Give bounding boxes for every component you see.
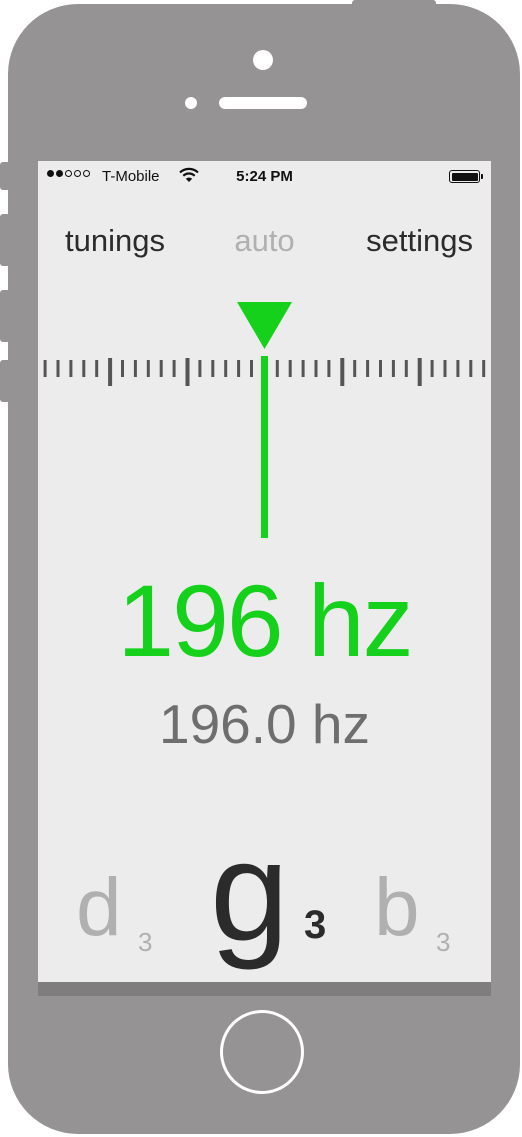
signal-strength-icon (47, 170, 90, 177)
meter-minor-tick (430, 360, 434, 377)
carrier-name: T-Mobile (102, 168, 160, 185)
meter-minor-tick (43, 360, 47, 377)
home-button[interactable] (220, 1010, 304, 1094)
meter-minor-tick (56, 360, 60, 377)
meter-minor-tick (288, 360, 292, 377)
battery-tip (481, 174, 483, 179)
volume-up-button[interactable] (0, 214, 10, 266)
precise-frequency: 196.0 hz (158, 693, 370, 755)
earpiece-speaker (219, 97, 307, 109)
settings-button[interactable]: settings (366, 223, 473, 258)
meter-major-tick (185, 358, 190, 386)
meter-minor-tick (353, 360, 357, 377)
meter-minor-tick (82, 360, 86, 377)
meter-major-tick (340, 358, 345, 386)
meter-minor-tick (198, 360, 202, 377)
auto-label: auto (234, 223, 295, 258)
meter-major-tick (108, 358, 113, 386)
detected-frequency: 196 hz (117, 564, 413, 678)
meter-minor-tick (69, 360, 73, 377)
meter-minor-tick (301, 360, 305, 377)
meter-minor-tick (379, 360, 382, 377)
screen-bottom-shadow (38, 982, 491, 996)
next-note-octave: 3 (436, 927, 451, 957)
meter-minor-tick (314, 360, 318, 377)
volume-down-button[interactable] (0, 290, 10, 342)
pointer-triangle-icon (237, 302, 292, 349)
battery-icon (449, 170, 480, 183)
front-camera (253, 50, 273, 70)
meter-minor-tick (456, 360, 460, 377)
current-note-octave: 3 (304, 903, 327, 947)
auto-button[interactable]: auto (38, 223, 491, 259)
app-screen: T-Mobile 5:24 PM tunings auto settings 1… (38, 161, 491, 982)
meter-minor-tick (391, 360, 395, 377)
meter-minor-tick (224, 360, 228, 377)
meter-minor-tick (146, 360, 150, 377)
meter-minor-tick (250, 360, 253, 377)
meter-minor-tick (275, 360, 279, 377)
meter-minor-tick (443, 360, 447, 377)
previous-note-octave: 3 (138, 927, 153, 957)
status-bar: T-Mobile 5:24 PM (38, 161, 491, 193)
meter-major-tick (417, 358, 422, 386)
meter-minor-tick (159, 360, 163, 377)
current-note-letter: g (210, 812, 289, 971)
meter-ticks (43, 358, 486, 386)
meter-minor-tick (95, 360, 99, 377)
meter-minor-tick (404, 360, 408, 377)
meter-minor-tick (469, 360, 473, 377)
next-note-letter: b (374, 862, 420, 953)
tuning-needle (261, 356, 268, 538)
previous-note-letter: d (76, 862, 122, 953)
meter-minor-tick (482, 360, 486, 377)
meter-minor-tick (327, 360, 331, 377)
meter-minor-tick (211, 360, 215, 377)
meter-minor-tick (366, 360, 370, 377)
wifi-icon (179, 167, 199, 187)
meter-minor-tick (133, 360, 137, 377)
side-button-lower[interactable] (0, 360, 10, 402)
mute-switch[interactable] (0, 162, 10, 190)
meter-minor-tick (237, 360, 241, 377)
meter-minor-tick (121, 360, 124, 377)
tunings-button[interactable]: tunings (65, 223, 165, 258)
status-time: 5:24 PM (236, 168, 293, 185)
meter-minor-tick (172, 360, 176, 377)
tuning-meter (43, 302, 486, 538)
proximity-sensor (185, 97, 197, 109)
